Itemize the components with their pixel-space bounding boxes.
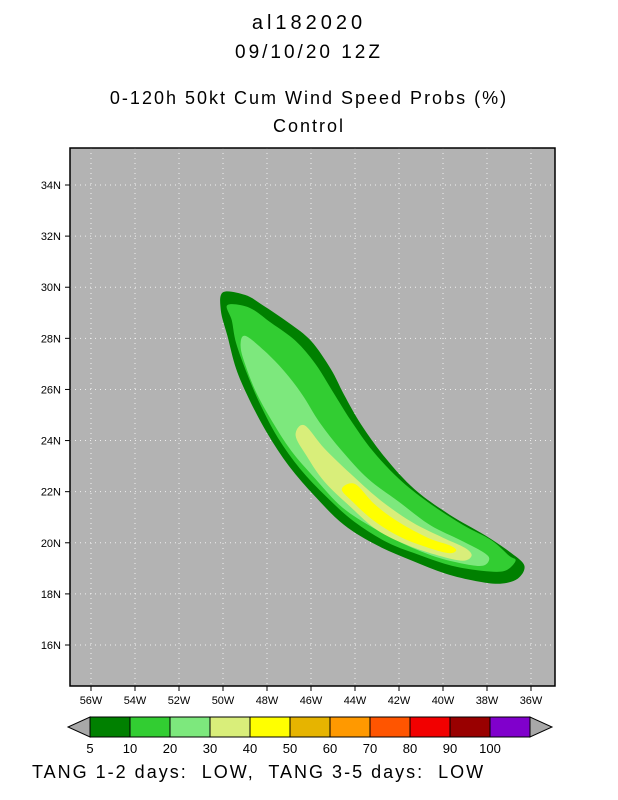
lat-tick-label: 22N — [41, 487, 61, 499]
colorbar-tick-label: 5 — [86, 741, 93, 756]
colorbar-tick-label: 20 — [163, 741, 177, 756]
lat-tick-label: 20N — [41, 538, 61, 550]
storm-id-title: al182020 — [251, 12, 367, 34]
colorbar-tick-label: 60 — [323, 741, 337, 756]
gridlines — [70, 148, 555, 686]
lat-tick-label: 34N — [41, 180, 61, 192]
colorbar-tick-label: 70 — [363, 741, 377, 756]
colorbar-box-30 — [209, 716, 251, 738]
lon-tick-label: 36W — [520, 695, 543, 707]
lon-tick-label: 44W — [344, 695, 367, 707]
contour-level-30 — [295, 424, 472, 561]
lat-tick-label: 32N — [41, 231, 61, 243]
contour-level-10 — [226, 304, 516, 572]
colorbar-tick-label: 90 — [443, 741, 457, 756]
colorbar-box-50 — [289, 716, 331, 738]
colorbar-left-arrow — [66, 716, 91, 738]
colorbar-box-10 — [129, 716, 171, 738]
axes: 56W 54W 52W 50W 48W 46W 44W 42W 40W 38W 36W 34N 32N 3… — [41, 180, 543, 707]
colorbar-box-20 — [169, 716, 211, 738]
lat-tick-label: 30N — [41, 282, 61, 294]
colorbar-tick-label: 30 — [203, 741, 217, 756]
colorbar-box-40 — [249, 716, 291, 738]
lat-tick-label: 18N — [41, 589, 61, 601]
colorbar-tick-label: 100 — [479, 741, 501, 756]
colorbar-box-5 — [89, 716, 131, 738]
risk-summary-text: TANG 1-2 days: LOW, TANG 3-5 days: LOW — [32, 762, 486, 782]
run-datetime-title: 09/10/20 12Z — [235, 42, 383, 63]
colorbar-tick-label: 80 — [403, 741, 417, 756]
colorbar-tick-label: 50 — [283, 741, 297, 756]
lon-tick-label: 40W — [432, 695, 455, 707]
lon-tick-label: 56W — [80, 695, 103, 707]
colorbar-box-60 — [329, 716, 371, 738]
colorbar: 5 10 20 30 40 50 60 70 80 90 100 — [66, 716, 554, 756]
lat-tick-label: 26N — [41, 384, 61, 396]
colorbar-box-80 — [409, 716, 451, 738]
map-border — [69, 147, 556, 687]
lon-tick-label: 48W — [256, 695, 279, 707]
colorbar-tick-label: 10 — [123, 741, 137, 756]
lat-tick-label: 16N — [41, 640, 61, 652]
lon-tick-label: 46W — [300, 695, 323, 707]
lon-tick-label: 52W — [168, 695, 191, 707]
lon-tick-label: 50W — [212, 695, 235, 707]
lon-tick-label: 54W — [124, 695, 147, 707]
colorbar-right-arrow — [529, 716, 554, 738]
lat-tick-label: 24N — [41, 436, 61, 448]
product-title: 0-120h 50kt Cum Wind Speed Probs (%) — [109, 88, 509, 108]
colorbar-box-100 — [489, 716, 531, 738]
colorbar-box-90 — [449, 716, 491, 738]
probability-contours — [220, 291, 525, 584]
contour-level-40 — [341, 483, 457, 554]
member-label: Control — [272, 116, 346, 136]
colorbar-box-70 — [369, 716, 411, 738]
colorbar-tick-label: 40 — [243, 741, 257, 756]
lat-tick-label: 28N — [41, 333, 61, 345]
lon-tick-label: 38W — [476, 695, 499, 707]
lon-tick-label: 42W — [388, 695, 411, 707]
